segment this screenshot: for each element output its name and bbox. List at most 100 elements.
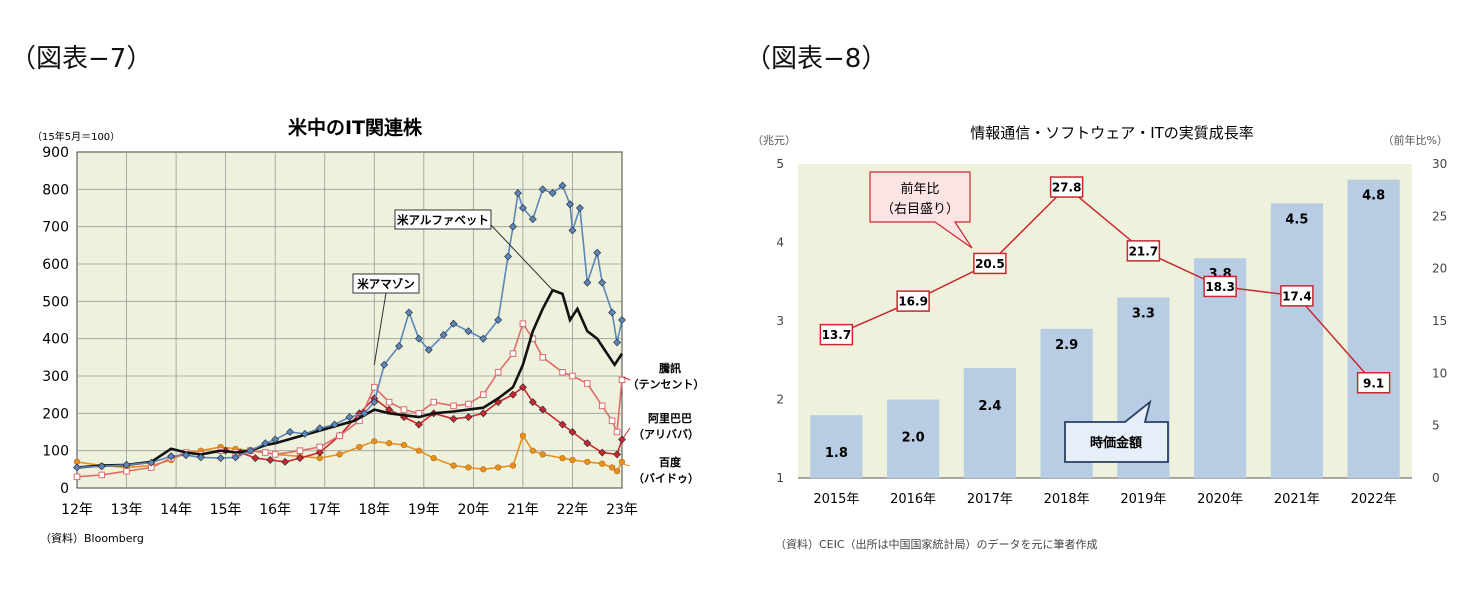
y-tick-label: 300 bbox=[42, 369, 69, 385]
series-marker bbox=[613, 468, 621, 475]
line-point-box bbox=[1126, 240, 1161, 262]
y-left-tick-label: 3 bbox=[776, 314, 784, 328]
bar-2 bbox=[963, 368, 1016, 478]
series-marker bbox=[509, 462, 517, 469]
series-marker bbox=[430, 398, 438, 406]
series-marker bbox=[251, 454, 260, 463]
series-line-3 bbox=[225, 386, 623, 463]
series-marker bbox=[495, 464, 502, 471]
series-marker bbox=[608, 417, 616, 425]
series-marker bbox=[266, 456, 275, 464]
annotation-leader bbox=[622, 427, 631, 439]
line-point-box bbox=[1203, 275, 1237, 298]
x-tick-label: 2020年 bbox=[1197, 492, 1243, 507]
annotation-alphabet: 米アルファベット bbox=[396, 213, 489, 227]
series-marker bbox=[519, 320, 527, 328]
series-marker bbox=[559, 455, 566, 462]
y-tick-label: 800 bbox=[42, 182, 69, 198]
series-marker bbox=[261, 449, 269, 456]
y-tick-label: 100 bbox=[42, 444, 69, 460]
y-tick-label: 0 bbox=[60, 481, 69, 497]
x-tick-label: 2015年 bbox=[813, 492, 859, 507]
series-marker bbox=[450, 402, 457, 410]
series-marker bbox=[449, 319, 458, 328]
series-marker bbox=[569, 372, 576, 380]
series-marker bbox=[509, 222, 517, 231]
callout-bar-bubble bbox=[1064, 399, 1169, 463]
series-marker bbox=[300, 429, 309, 438]
series-marker bbox=[216, 454, 225, 463]
series-marker bbox=[566, 200, 574, 209]
series-marker bbox=[558, 181, 567, 190]
series-marker bbox=[613, 338, 621, 347]
line-value-label: 17.4 bbox=[1282, 289, 1312, 303]
annotation-leader bbox=[373, 292, 387, 365]
annotation-baidu-kana: （バイドゥ） bbox=[633, 472, 699, 485]
y-axis-unit: （15年5月＝100） bbox=[32, 130, 120, 143]
y-tick-label: 400 bbox=[42, 332, 69, 348]
x-tick-label: 15年 bbox=[210, 502, 242, 518]
series-marker bbox=[73, 473, 81, 481]
bar-0 bbox=[810, 415, 863, 478]
series-marker bbox=[583, 278, 592, 287]
annotation-amazon: 米アマゾン bbox=[356, 277, 415, 291]
x-tick-label: 2017年 bbox=[967, 492, 1013, 507]
series-marker bbox=[538, 405, 547, 414]
series-marker bbox=[558, 420, 567, 429]
y-tick-label: 900 bbox=[42, 145, 69, 161]
line-value-label: 18.3 bbox=[1205, 280, 1235, 294]
series-marker bbox=[430, 455, 437, 462]
bar-value-label: 3.3 bbox=[1132, 306, 1155, 321]
series-marker bbox=[97, 462, 106, 471]
line-value-label: 13.7 bbox=[822, 328, 852, 342]
line-point-box bbox=[1049, 176, 1084, 198]
series-marker bbox=[539, 451, 546, 458]
series-marker bbox=[518, 383, 527, 392]
series-marker bbox=[539, 354, 547, 361]
x-tick-label: 2018年 bbox=[1044, 492, 1090, 507]
series-marker bbox=[345, 413, 354, 421]
series-marker bbox=[400, 441, 408, 449]
series-marker bbox=[315, 424, 324, 433]
y-right-tick-label: 25 bbox=[1432, 209, 1447, 223]
series-marker bbox=[196, 453, 205, 462]
y-right-tick-label: 15 bbox=[1432, 314, 1447, 328]
chart-8-panel: 情報通信・ソフトウェア・ITの実質成長率 （兆元） （前年比%） 1 2 3 4 5 0 5 10 1… bbox=[750, 100, 1450, 560]
bar-value-label: 2.9 bbox=[1055, 338, 1078, 353]
annotation-alibaba-kana: （アリババ） bbox=[633, 428, 699, 441]
series-marker bbox=[583, 439, 592, 448]
series-marker bbox=[271, 451, 279, 458]
series-line-1 bbox=[76, 288, 624, 469]
line-value-label: 9.1 bbox=[1363, 376, 1384, 390]
annotation-box bbox=[394, 209, 492, 230]
series-marker bbox=[450, 462, 457, 469]
plot-area bbox=[76, 151, 623, 489]
series-marker bbox=[182, 451, 190, 460]
y-left-unit: （兆元） bbox=[752, 134, 796, 147]
series-marker bbox=[528, 398, 537, 407]
x-tick-label: 12年 bbox=[61, 502, 93, 518]
series-marker bbox=[599, 460, 606, 467]
series-marker bbox=[315, 448, 324, 457]
series-marker bbox=[559, 368, 566, 376]
annotation-tencent: 騰訊 bbox=[659, 361, 681, 375]
figure-8-label: （図表−8） bbox=[745, 44, 888, 74]
y-right-unit: （前年比%） bbox=[1383, 133, 1448, 147]
annotation-leader bbox=[490, 224, 553, 291]
series-marker bbox=[618, 376, 626, 384]
chart-7-panel: 米中のIT関連株 （15年5月＝100） 0 100 200 300 400 500 600 70… bbox=[30, 100, 720, 560]
series-marker bbox=[528, 215, 537, 224]
series-marker bbox=[584, 458, 591, 465]
bar-6 bbox=[1270, 203, 1323, 478]
series-marker bbox=[449, 415, 458, 423]
callout-line-text-2: （右目盛り） bbox=[881, 202, 959, 217]
chart-8-svg: 情報通信・ソフトウェア・ITの実質成長率 （兆元） （前年比%） 1 2 3 4 5 0 5 10 1… bbox=[752, 124, 1448, 551]
series-marker bbox=[514, 189, 522, 197]
bar-value-label: 4.5 bbox=[1285, 212, 1308, 227]
series-marker bbox=[336, 432, 343, 440]
callout-line-text-1: 前年比 bbox=[900, 181, 939, 197]
series-marker bbox=[575, 204, 584, 212]
series-marker bbox=[123, 467, 130, 475]
y-right-tick-label: 10 bbox=[1432, 366, 1447, 380]
series-marker bbox=[405, 308, 413, 317]
